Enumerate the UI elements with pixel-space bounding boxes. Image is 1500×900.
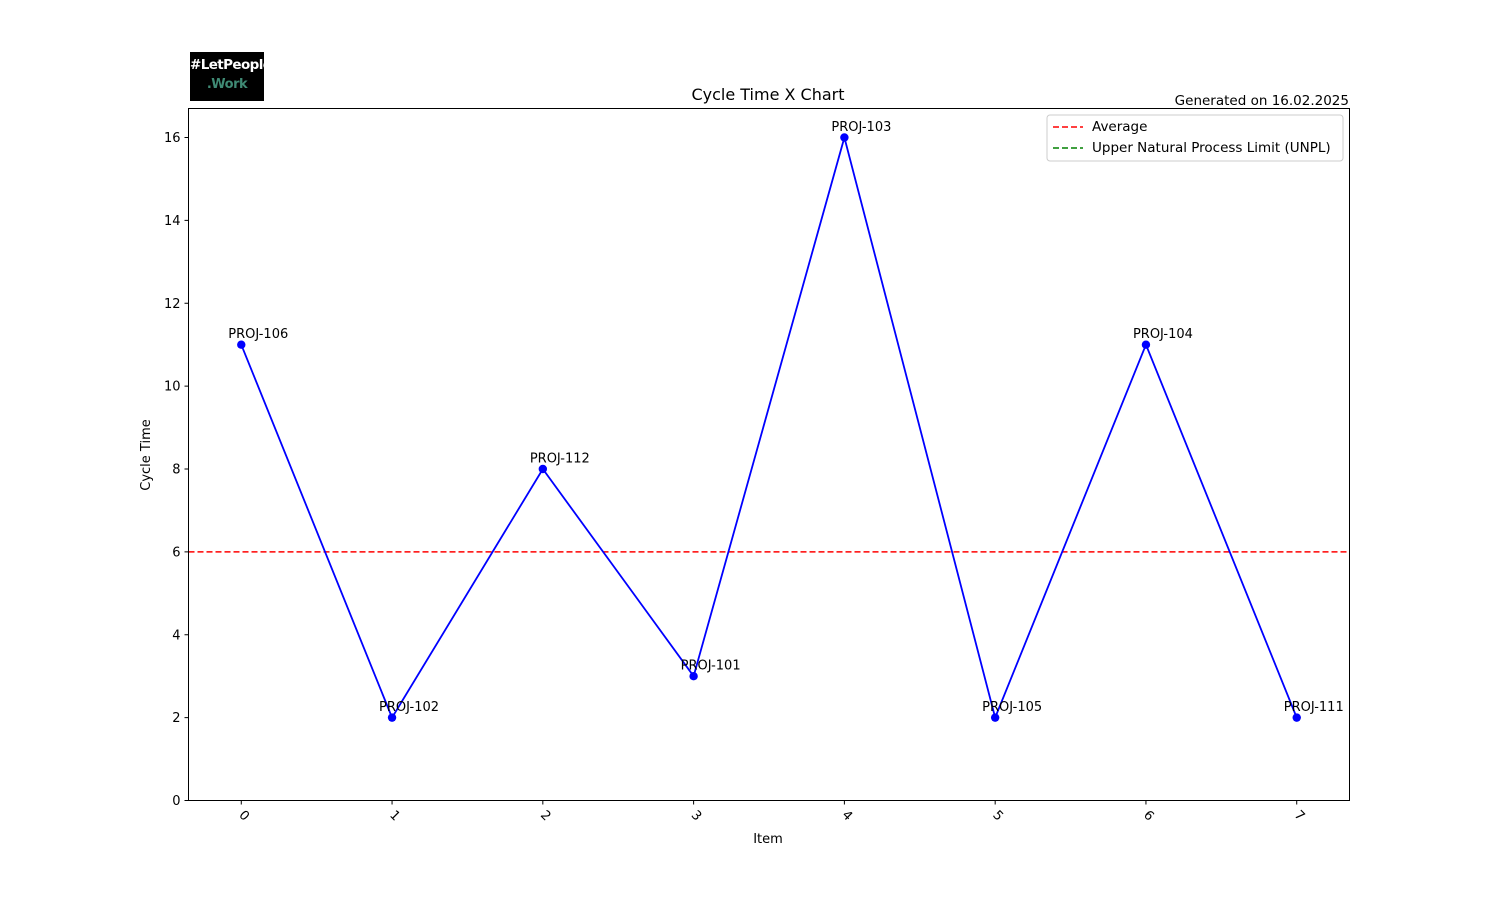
data-point-label: PROJ-106 (228, 327, 288, 342)
y-tick-label: 12 (164, 297, 181, 312)
generated-date-label: Generated on 16.02.2025 (1175, 93, 1349, 109)
cycle-time-series-line (240, 134, 1298, 721)
data-point (689, 671, 698, 681)
y-tick-label: 4 (172, 628, 180, 643)
legend-unpl-label: Upper Natural Process Limit (UNPL) (1092, 140, 1331, 156)
letpeople-work-logo: #LetPeople .Work (190, 52, 264, 101)
data-point-label: PROJ-111 (1284, 700, 1344, 715)
y-tick-label: 6 (172, 545, 180, 560)
y-axis-label: Cycle Time (139, 419, 154, 490)
data-point-label: PROJ-112 (530, 452, 590, 467)
x-tick-label: 0 (236, 808, 252, 824)
logo-line-2: .Work (206, 77, 248, 92)
data-point (840, 133, 849, 142)
data-point-label: PROJ-101 (681, 659, 741, 674)
data-point (1292, 713, 1301, 722)
x-tick-label: 6 (1140, 808, 1156, 824)
legend-box (1046, 114, 1344, 162)
data-point (237, 340, 246, 349)
y-tick-label: 16 (164, 131, 181, 146)
data-point-label: PROJ-104 (1133, 327, 1193, 342)
data-point-label: PROJ-103 (831, 120, 891, 135)
x-tick-label: 7 (1291, 808, 1307, 824)
x-tick-label: 5 (989, 808, 1005, 824)
data-point (387, 713, 397, 722)
x-tick-label: 4 (839, 808, 855, 824)
data-point-label: PROJ-102 (379, 700, 439, 715)
y-tick-label: 0 (172, 794, 180, 809)
data-point (990, 713, 1000, 722)
legend: Average Upper Natural Process Limit (UNP… (1046, 114, 1344, 162)
chart-title: Cycle Time X Chart (691, 85, 844, 104)
x-tick-label: 2 (537, 808, 553, 824)
plot-area-frame (188, 108, 1350, 801)
logo-line-1: #LetPeople (190, 57, 264, 73)
x-tick-label: 3 (688, 808, 704, 824)
legend-average-label: Average (1092, 119, 1147, 135)
y-tick-label: 2 (172, 711, 180, 726)
data-point (1141, 340, 1151, 349)
y-tick-label: 10 (164, 380, 181, 395)
data-point (538, 464, 548, 474)
x-axis-label: Item (753, 832, 783, 847)
x-tick-label: 1 (386, 808, 402, 824)
y-tick-label: 8 (172, 463, 180, 478)
y-tick-label: 14 (164, 214, 181, 229)
data-point-label: PROJ-105 (982, 700, 1042, 715)
